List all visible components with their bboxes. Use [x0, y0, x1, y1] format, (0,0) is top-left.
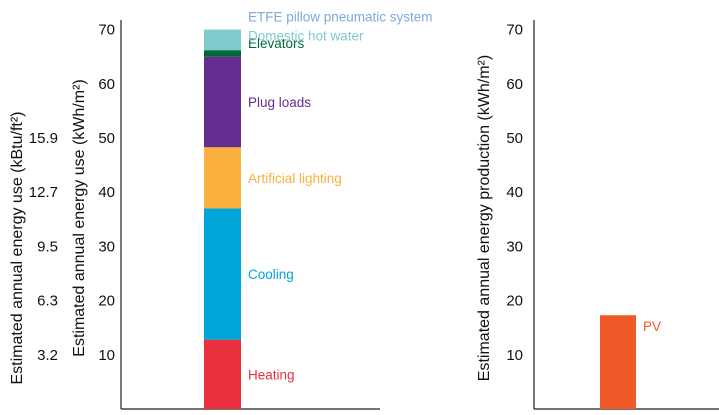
left-kwh-tick-label: 30 — [98, 238, 115, 255]
right-axis-title: Estimated annual energy production (kWh/… — [476, 55, 493, 381]
left-kwh-tick-label: 40 — [98, 184, 115, 201]
bar-segment-plug-loads — [204, 56, 241, 148]
bar-pv — [600, 315, 636, 409]
right-tick-label: 40 — [506, 184, 523, 201]
left-kwh-tick-label: 10 — [98, 347, 115, 364]
left-kbtu-axis-title: Estimated annual energy use (kBtu/ft²) — [9, 111, 26, 384]
left-kwh-tick-label: 50 — [98, 130, 115, 147]
right-tick-label: 50 — [506, 130, 523, 147]
left-kbtu-tick-label: 15.9 — [29, 130, 58, 147]
bar-segment-elevators — [204, 50, 241, 57]
right-tick-label: 30 — [506, 238, 523, 255]
energy-use-chart: 10 20 30 40 50 60 70 3.2 6.3 9.5 12.7 15.9 Heating Co… — [29, 10, 433, 410]
bar-segment-heating — [204, 339, 241, 409]
right-tick-label: 70 — [506, 22, 523, 39]
segment-label: ETFE pillow pneumatic system — [248, 10, 433, 25]
pv-label: PV — [643, 319, 661, 334]
left-kbtu-tick-label: 3.2 — [37, 347, 58, 364]
right-tick-label: 10 — [506, 347, 523, 364]
left-kbtu-tick-label: 12.7 — [29, 184, 58, 201]
right-tick-label: 60 — [506, 76, 523, 93]
right-tick-label: 20 — [506, 293, 523, 310]
energy-production-chart: 10 20 30 40 50 60 70 PV — [506, 20, 719, 410]
left-kwh-tick-label: 60 — [98, 76, 115, 93]
left-kwh-tick-label: 20 — [98, 293, 115, 310]
segment-label: Domestic hot water — [248, 29, 364, 44]
left-kbtu-tick-label: 9.5 — [37, 238, 58, 255]
segment-label: Plug loads — [248, 95, 311, 110]
segment-label: Artificial lighting — [248, 171, 342, 186]
left-kwh-tick-label: 70 — [98, 22, 115, 39]
segment-label: Elevators — [248, 36, 305, 51]
segment-label: Cooling — [248, 267, 294, 282]
bar-segment-cooling — [204, 208, 241, 340]
left-kwh-axis-title: Estimated annual energy use (kWh/m²) — [71, 79, 88, 356]
bar-segment-artificial-lighting — [204, 147, 241, 209]
left-kbtu-tick-label: 6.3 — [37, 293, 58, 310]
bar-segment-domestic-hot-water — [204, 29, 241, 51]
segment-label: Heating — [248, 367, 295, 382]
